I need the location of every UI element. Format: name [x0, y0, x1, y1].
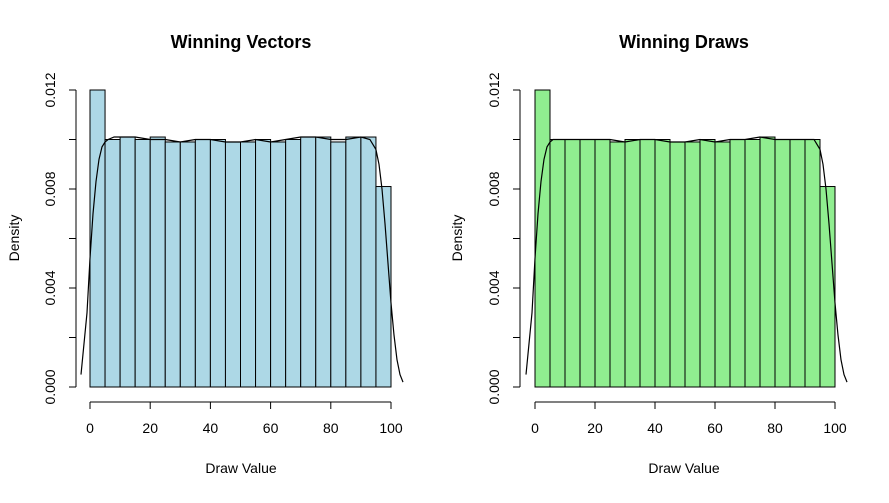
- panel-winning-draws: Winning Draws Draw Value Density 0 20 40 60…: [449, 32, 848, 476]
- x-tick-label: 40: [203, 420, 219, 436]
- histogram-bar: [579, 139, 596, 388]
- x-tick-label: 100: [379, 420, 403, 436]
- histogram-bar: [104, 139, 121, 388]
- histogram-bar: [194, 139, 211, 388]
- plot-area: 0 20 40 60 80 100 0.000 0.004 0.008 0.012: [42, 72, 404, 436]
- x-axis-label: Draw Value: [205, 460, 277, 476]
- histogram-bar: [729, 139, 746, 388]
- x-axis-label: Draw Value: [648, 460, 720, 476]
- histogram-bar: [270, 141, 287, 388]
- histogram-bar: [255, 139, 272, 388]
- histogram-bar: [819, 186, 836, 388]
- y-tick-label: 0.012: [486, 72, 502, 107]
- x-tick-label: 0: [86, 420, 94, 436]
- panel-winning-vectors: Winning Vectors Draw Value Density 0 20 40…: [6, 32, 404, 476]
- histogram-bar: [375, 186, 392, 388]
- histogram-bar: [285, 139, 302, 388]
- y-tick-label: 0.012: [42, 72, 58, 107]
- histogram-bar: [759, 136, 776, 388]
- histogram-bar: [179, 141, 196, 388]
- histogram-bar: [134, 139, 151, 388]
- x-tick-label: 60: [263, 420, 279, 436]
- y-axis-label: Density: [6, 215, 22, 262]
- y-tick-label: 0.008: [42, 171, 58, 206]
- histogram-bar: [119, 136, 136, 388]
- histogram-bar: [684, 141, 701, 388]
- histogram-bar: [209, 139, 226, 388]
- histogram-bar: [315, 136, 332, 388]
- histogram-bar: [804, 139, 821, 388]
- y-tick-label: 0.004: [486, 270, 502, 305]
- histogram-bar: [624, 139, 641, 388]
- histogram-bar: [224, 141, 241, 388]
- x-tick-label: 20: [587, 420, 603, 436]
- histogram-bar: [240, 141, 257, 388]
- x-tick-label: 60: [707, 420, 723, 436]
- histogram-bar: [564, 139, 581, 388]
- histogram-bar: [789, 139, 806, 388]
- histogram-bar: [744, 139, 761, 388]
- histogram-bar: [774, 139, 791, 388]
- histogram-bar: [549, 139, 566, 388]
- plot-area: 0 20 40 60 80 100 0.000 0.004 0.008 0.012: [486, 72, 848, 436]
- x-tick-label: 40: [647, 420, 663, 436]
- histogram-bar: [89, 89, 106, 388]
- histogram-bar: [534, 89, 551, 388]
- panel-title: Winning Draws: [619, 32, 749, 52]
- x-tick-label: 100: [823, 420, 847, 436]
- y-axis-label: Density: [449, 215, 465, 262]
- x-tick-label: 80: [767, 420, 783, 436]
- histogram-bar: [669, 141, 686, 388]
- x-tick-label: 0: [531, 420, 539, 436]
- histogram-bar: [654, 139, 671, 388]
- x-tick-label: 20: [142, 420, 158, 436]
- panel-title: Winning Vectors: [171, 32, 312, 52]
- histogram-bar: [345, 136, 362, 388]
- histogram-bar: [300, 136, 317, 388]
- histogram-bar: [149, 136, 166, 388]
- y-tick-label: 0.000: [42, 369, 58, 404]
- density-curve: [525, 136, 848, 383]
- histogram-bar: [639, 139, 656, 388]
- histogram-bar: [164, 141, 181, 388]
- density-curve: [80, 136, 404, 383]
- histogram-bar: [699, 139, 716, 388]
- histogram-bar: [594, 139, 611, 388]
- histogram-bar: [330, 141, 347, 388]
- histogram-bar: [609, 141, 626, 388]
- x-tick-label: 80: [323, 420, 339, 436]
- y-tick-label: 0.000: [486, 369, 502, 404]
- histogram-bar: [714, 141, 731, 388]
- y-tick-label: 0.004: [42, 270, 58, 305]
- y-tick-label: 0.008: [486, 171, 502, 206]
- histogram-bar: [360, 136, 377, 388]
